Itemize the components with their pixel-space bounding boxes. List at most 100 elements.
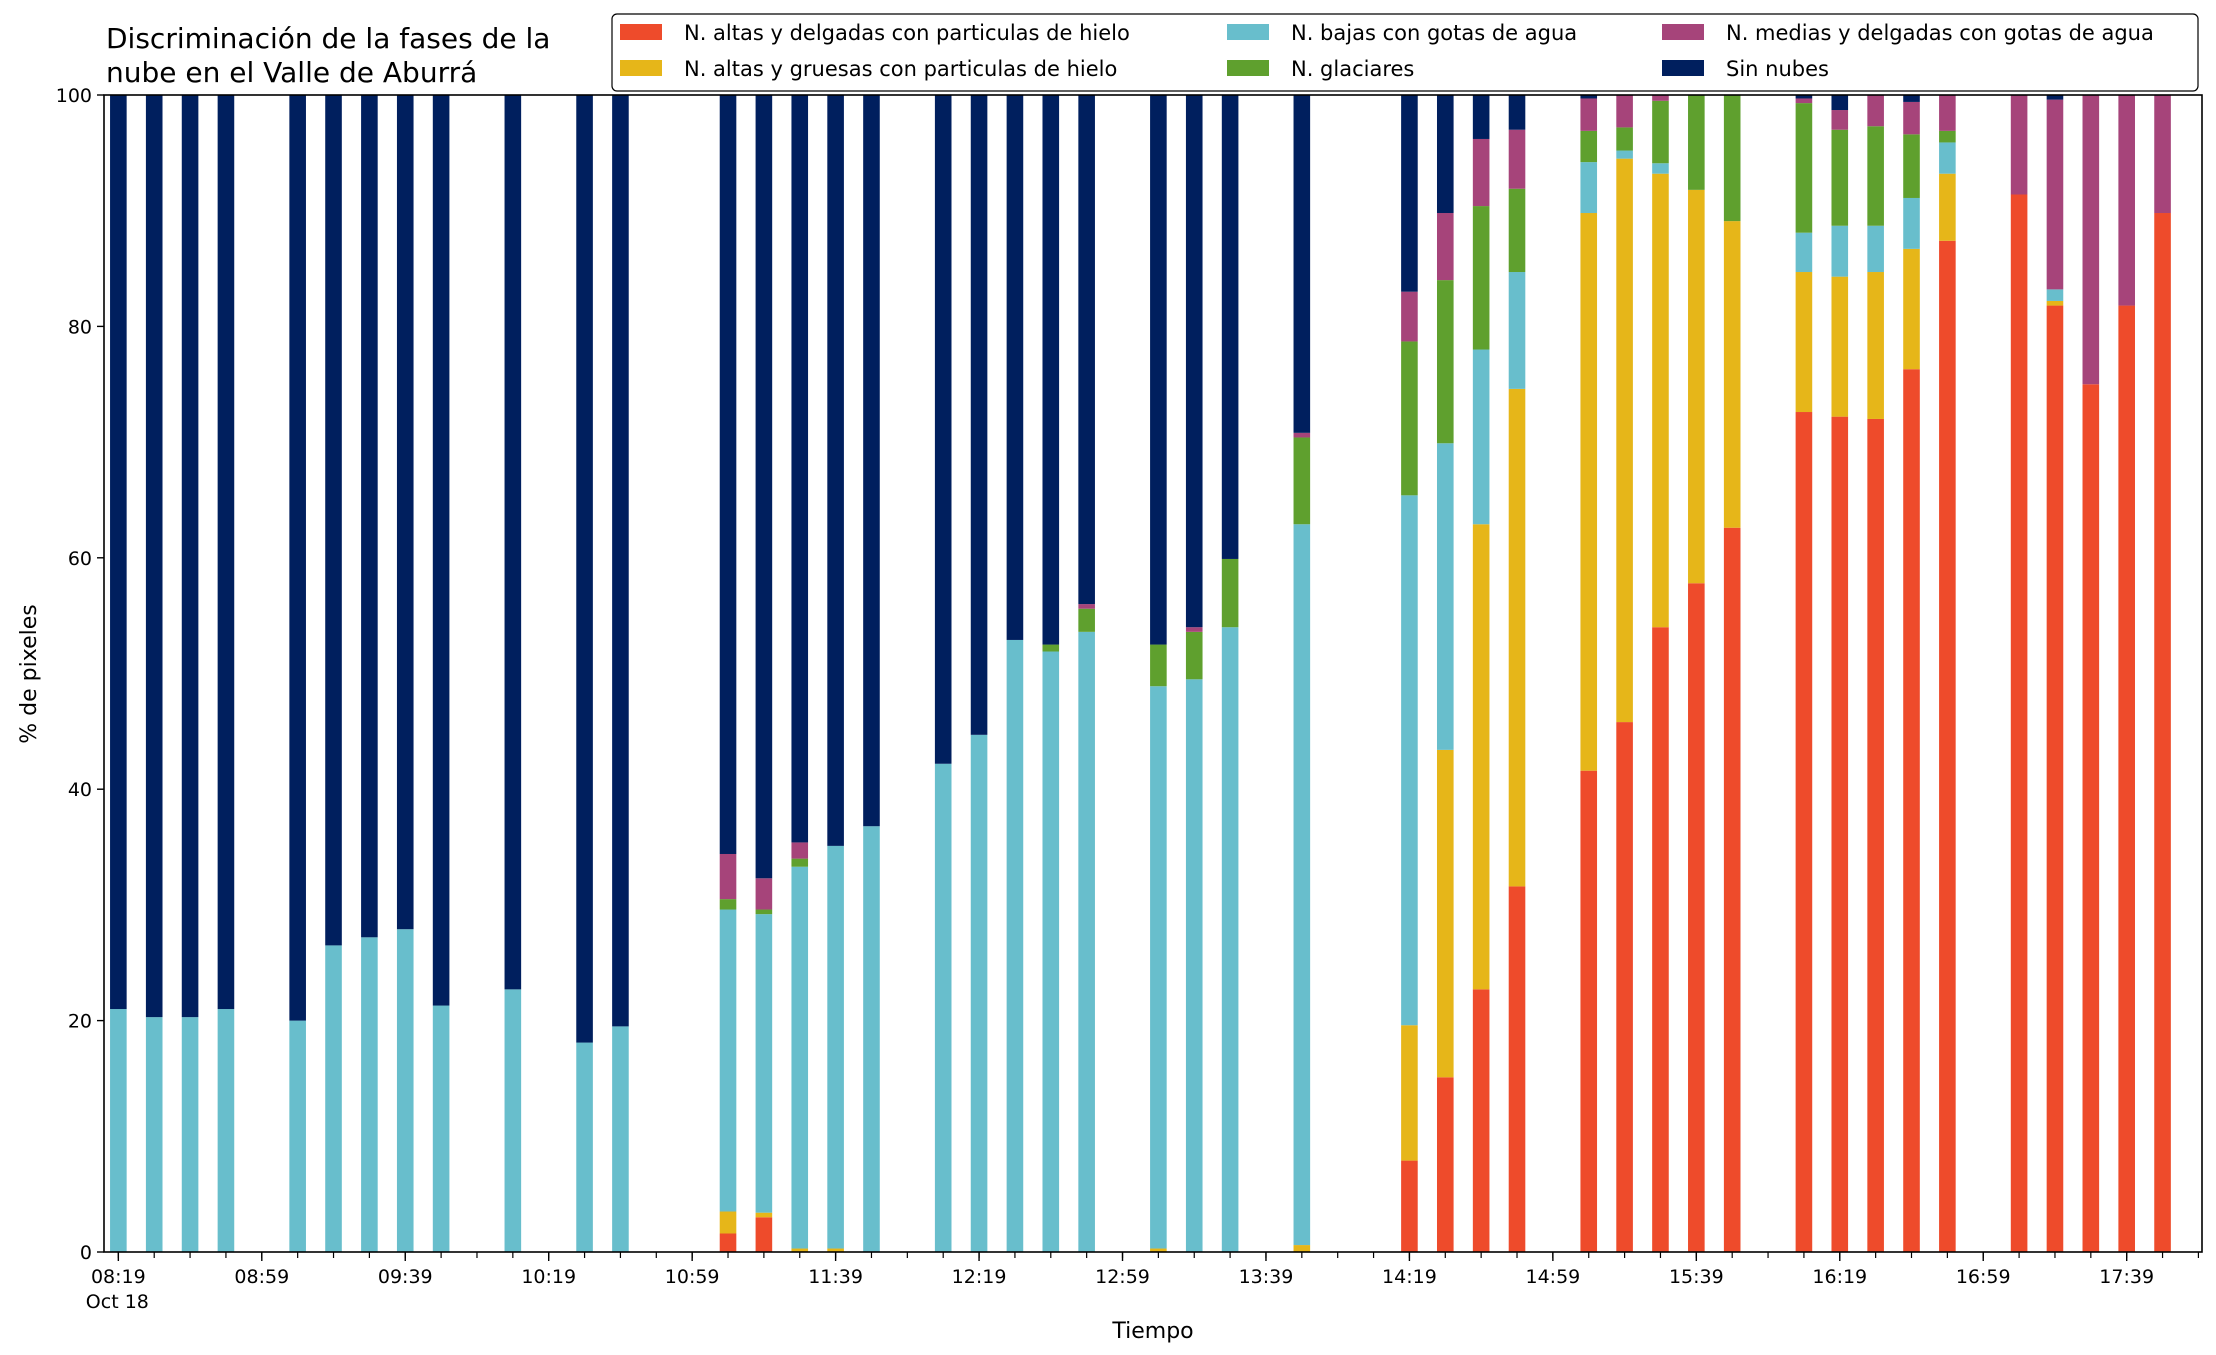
chart-title: Discriminación de la fases de la nube en… [106, 22, 550, 89]
bar-segment-altas_gruesas [2046, 300, 2064, 306]
bar-segment-medias [1616, 95, 1633, 128]
bar-segment-sin_nubes [1831, 95, 1849, 111]
bar-segment-sin_nubes [1150, 95, 1167, 645]
bar-segment-altas_delgadas [1472, 989, 1490, 1252]
bar-segment-sin_nubes [396, 95, 414, 930]
bar-segment-bajas [145, 1017, 163, 1252]
bar-segment-altas_gruesas [1508, 388, 1526, 887]
bar-segment-sin_nubes [612, 95, 629, 1027]
bar-segment-sin_nubes [504, 95, 522, 990]
bar-segment-bajas [755, 914, 773, 1213]
bar-segment-glaciares [1293, 437, 1311, 525]
bar-segment-altas_delgadas [719, 1233, 737, 1252]
bar-segment-medias [1401, 291, 1418, 342]
legend-swatch-altas_delgadas [620, 24, 662, 40]
bar-segment-glaciares [1903, 134, 1920, 198]
bar-segment-bajas [1436, 443, 1454, 750]
legend-swatch-glaciares [1227, 60, 1269, 76]
bar-segment-sin_nubes [827, 95, 844, 846]
x-tick-label: 14:59 [1525, 1266, 1580, 1288]
bar-segment-glaciares [1939, 130, 1956, 143]
x-tick-label: 11:39 [808, 1266, 863, 1288]
x-tick-label: 14:19 [1382, 1266, 1437, 1288]
bar-segment-medias [1795, 98, 1813, 104]
bar-segment-altas_gruesas [1652, 173, 1669, 628]
legend-label-glaciares: N. glaciares [1291, 57, 1414, 81]
bar-segment-bajas [1185, 679, 1203, 1252]
bar-segment-bajas [217, 1009, 235, 1252]
x-tick-sublabel: Oct 18 [86, 1291, 149, 1313]
bar-segment-medias [1652, 95, 1669, 101]
bar-segment-altas_gruesas [1293, 1245, 1311, 1252]
bar-segment-sin_nubes [1078, 95, 1095, 605]
bar-segment-bajas [325, 945, 342, 1252]
bar-segment-altas_delgadas [1795, 412, 1813, 1252]
bar-segment-glaciares [1042, 644, 1060, 652]
bar-segment-medias [2082, 95, 2100, 385]
bar-segment-medias [791, 842, 809, 859]
plot-frame [103, 94, 2203, 1253]
chart-title-line-1: Discriminación de la fases de la [106, 22, 550, 55]
bar-segment-glaciares [719, 899, 737, 910]
bar-segment-glaciares [1436, 280, 1454, 444]
bar-segment-altas_gruesas [791, 1248, 809, 1252]
bar-segment-glaciares [1078, 608, 1095, 632]
bar-segment-bajas [1401, 495, 1418, 1026]
bar-segment-sin_nubes [1508, 95, 1526, 130]
bar-segment-glaciares [1867, 126, 1884, 226]
bar-segment-bajas [1580, 162, 1598, 214]
x-axis: 08:19 Oct 18 08:59 09:39 10:19 10:59 11:39 12:1… [86, 1252, 2200, 1313]
bar-segment-sin_nubes [289, 95, 306, 1021]
bar-segment-bajas [1006, 639, 1024, 1252]
bar-segment-altas_gruesas [1867, 272, 1884, 419]
y-tick-label: 60 [68, 548, 92, 570]
bar-segment-altas_delgadas [1867, 418, 1884, 1253]
bar-segment-bajas [1616, 150, 1633, 159]
legend: N. altas y delgadas con particulas de hi… [611, 13, 2199, 92]
bar-segment-bajas [1939, 142, 1956, 174]
bar-segment-altas_gruesas [1795, 272, 1813, 413]
bar-segment-bajas [504, 989, 522, 1252]
bar-segment-glaciares [791, 858, 809, 867]
bar-segment-medias [1831, 110, 1849, 130]
x-tick-label: 17:39 [2099, 1266, 2154, 1288]
x-tick-label: 08:59 [234, 1266, 289, 1288]
bar-segment-bajas [1472, 349, 1490, 525]
chart-title-line-2: nube en el Valle de Aburrá [106, 56, 477, 89]
bar-segment-altas_gruesas [1580, 213, 1598, 771]
bar-segment-bajas [2046, 289, 2064, 301]
bar-segment-glaciares [755, 909, 773, 915]
bar-segment-bajas [612, 1026, 629, 1252]
bar-segment-sin_nubes [1401, 95, 1418, 292]
bar-segment-medias [1078, 604, 1095, 609]
bar-segment-bajas [576, 1042, 593, 1252]
legend-label-sin_nubes: Sin nubes [1726, 57, 1829, 81]
bars-layer [110, 95, 2171, 1253]
bar-segment-bajas [863, 826, 880, 1252]
bar-segment-medias [1185, 627, 1203, 632]
bar-segment-altas_delgadas [2010, 194, 2028, 1252]
bar-segment-sin_nubes [970, 95, 988, 735]
bar-segment-glaciares [1185, 631, 1203, 680]
bar-segment-sin_nubes [576, 95, 593, 1043]
bar-segment-altas_gruesas [1939, 173, 1956, 241]
bar-segment-bajas [110, 1009, 127, 1252]
bar-segment-medias [1508, 129, 1526, 189]
y-tick-label: 80 [68, 316, 92, 338]
bar-segment-sin_nubes [1903, 95, 1920, 102]
bar-segment-altas_delgadas [1831, 416, 1849, 1252]
x-tick-label: 10:19 [521, 1266, 576, 1288]
bar-segment-altas_gruesas [1831, 276, 1849, 417]
bar-segment-glaciares [1221, 558, 1239, 628]
x-tick-label: 16:19 [1812, 1266, 1867, 1288]
legend-swatch-altas_gruesas [620, 60, 662, 76]
bar-segment-sin_nubes [1472, 95, 1490, 139]
bar-segment-bajas [181, 1017, 199, 1252]
bar-segment-altas_gruesas [1401, 1025, 1418, 1161]
bar-segment-altas_gruesas [1688, 189, 1705, 584]
bar-segment-bajas [289, 1020, 306, 1252]
bar-segment-bajas [361, 937, 378, 1252]
bar-segment-glaciares [1401, 341, 1418, 496]
legend-box [611, 13, 2199, 92]
